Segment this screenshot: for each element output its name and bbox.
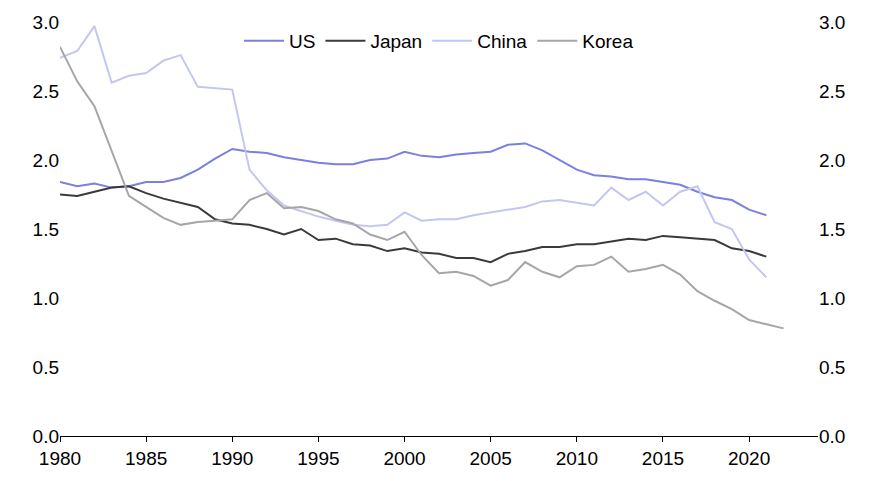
svg-text:2.5: 2.5 [33, 81, 59, 102]
svg-text:Korea: Korea [582, 31, 633, 52]
svg-text:0.5: 0.5 [819, 357, 845, 378]
svg-text:Japan: Japan [370, 31, 422, 52]
svg-text:US: US [289, 31, 315, 52]
svg-text:2010: 2010 [556, 448, 598, 469]
svg-text:1995: 1995 [297, 448, 339, 469]
svg-text:1985: 1985 [125, 448, 167, 469]
svg-text:3.0: 3.0 [33, 12, 59, 33]
svg-text:0.0: 0.0 [819, 426, 845, 447]
svg-text:2.0: 2.0 [819, 150, 845, 171]
svg-text:1990: 1990 [211, 448, 253, 469]
svg-text:0.5: 0.5 [33, 357, 59, 378]
svg-text:2005: 2005 [470, 448, 512, 469]
svg-text:3.0: 3.0 [819, 12, 845, 33]
svg-text:1.0: 1.0 [819, 288, 845, 309]
svg-text:China: China [477, 31, 527, 52]
svg-text:2020: 2020 [728, 448, 770, 469]
svg-text:2000: 2000 [383, 448, 425, 469]
svg-text:1.5: 1.5 [819, 219, 845, 240]
svg-text:2015: 2015 [642, 448, 684, 469]
svg-text:2.5: 2.5 [819, 81, 845, 102]
svg-text:1.0: 1.0 [33, 288, 59, 309]
svg-text:1.5: 1.5 [33, 219, 59, 240]
svg-text:0.0: 0.0 [33, 426, 59, 447]
svg-text:2.0: 2.0 [33, 150, 59, 171]
svg-text:1980: 1980 [39, 448, 81, 469]
